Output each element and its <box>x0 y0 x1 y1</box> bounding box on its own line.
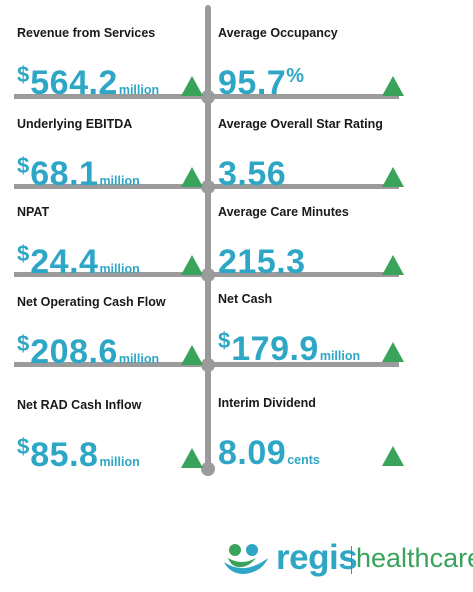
metric-revenue: Revenue from Services $564.2million <box>17 26 207 106</box>
metric-occupancy: Average Occupancy 95.7% <box>218 26 408 106</box>
metric-value: 8.09cents <box>218 434 320 472</box>
up-triangle-icon <box>382 255 404 275</box>
logo-word-regis: regis <box>276 538 358 577</box>
metric-value: $85.8million <box>17 434 140 474</box>
metric-value: $208.6million <box>17 331 160 371</box>
divider-node <box>201 358 215 372</box>
divider-node <box>201 268 215 282</box>
metric-label: Net Cash <box>218 292 273 306</box>
divider-node <box>201 462 215 476</box>
metric-label: Average Overall Star Rating <box>218 117 383 131</box>
regis-healthcare-logo: regis healthcare <box>222 536 473 584</box>
metric-value: 3.56 <box>218 155 287 193</box>
logo-separator <box>351 546 352 574</box>
metric-value: $564.2million <box>17 62 160 102</box>
up-triangle-icon <box>382 342 404 362</box>
metric-rad-cash-inflow: Net RAD Cash Inflow $85.8million <box>17 398 207 478</box>
metric-label: Net Operating Cash Flow <box>17 295 166 309</box>
metric-star-rating: Average Overall Star Rating 3.56 <box>218 117 408 197</box>
metric-label: Average Occupancy <box>218 26 338 40</box>
up-triangle-icon <box>181 76 203 96</box>
metric-npat: NPAT $24.4million <box>17 205 207 285</box>
column-divider <box>205 5 211 468</box>
up-triangle-icon <box>181 345 203 365</box>
metric-ebitda: Underlying EBITDA $68.1million <box>17 117 207 197</box>
metric-interim-dividend: Interim Dividend 8.09cents <box>218 396 408 476</box>
metric-label: Revenue from Services <box>17 26 156 40</box>
metric-operating-cash-flow: Net Operating Cash Flow $208.6million <box>17 295 207 375</box>
metric-value: $24.4million <box>17 241 140 281</box>
up-triangle-icon <box>181 448 203 468</box>
up-triangle-icon <box>382 446 404 466</box>
metric-value: 95.7% <box>218 64 304 102</box>
metric-label: Interim Dividend <box>218 396 316 410</box>
metric-net-cash: Net Cash $179.9million <box>218 292 408 372</box>
metric-label: NPAT <box>17 205 50 219</box>
metric-value: $68.1million <box>17 153 140 193</box>
up-triangle-icon <box>181 167 203 187</box>
up-triangle-icon <box>382 167 404 187</box>
up-triangle-icon <box>181 255 203 275</box>
logo-word-healthcare: healthcare <box>356 543 473 573</box>
metric-label: Underlying EBITDA <box>17 117 133 131</box>
divider-node <box>201 90 215 104</box>
up-triangle-icon <box>382 76 404 96</box>
divider-node <box>201 180 215 194</box>
metric-value: 215.3 <box>218 243 306 281</box>
metric-care-minutes: Average Care Minutes 215.3 <box>218 205 408 285</box>
metric-label: Net RAD Cash Inflow <box>17 398 142 412</box>
people-icon <box>224 544 268 574</box>
metric-label: Average Care Minutes <box>218 205 349 219</box>
metric-value: $179.9million <box>218 328 361 368</box>
